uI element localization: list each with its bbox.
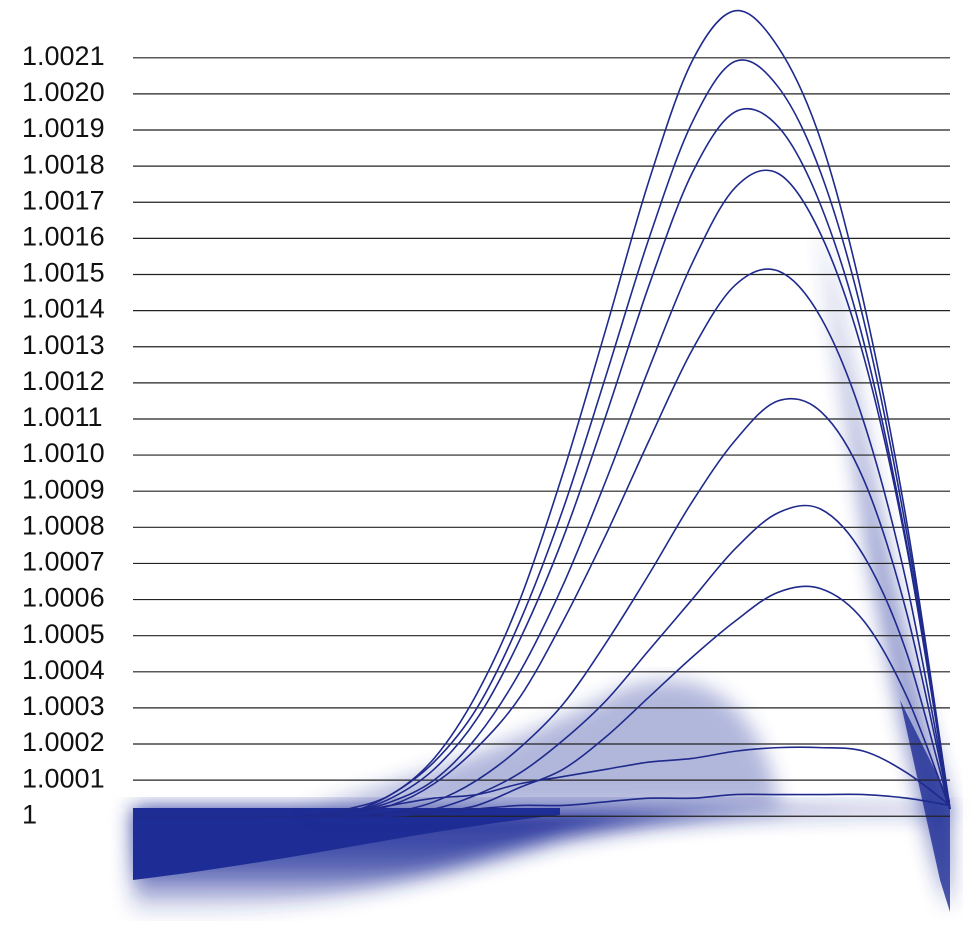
lines: [132, 10, 951, 818]
series-line: [132, 59, 951, 818]
series-line: [132, 793, 951, 818]
y-tick-label: 1.0019: [22, 113, 105, 143]
density-band: [133, 220, 950, 915]
density-tail-core: [900, 700, 950, 912]
y-tick-label: 1.0021: [22, 41, 105, 71]
y-tick-label: 1.0008: [22, 510, 105, 540]
y-tick-label: 1.0020: [22, 77, 105, 107]
y-tick-label: 1.0012: [22, 366, 105, 396]
y-tick-label: 1.0004: [22, 655, 105, 685]
y-tick-label: 1.0005: [22, 619, 105, 649]
y-tick-label: 1.0009: [22, 474, 105, 504]
y-tick-label: 1.0018: [22, 149, 105, 179]
y-tick-label: 1.0006: [22, 583, 105, 613]
y-tick-label: 1.0003: [22, 691, 105, 721]
y-tick-label: 1.0016: [22, 222, 105, 252]
y-tick-label: 1.0015: [22, 258, 105, 288]
y-tick-label: 1.0002: [22, 727, 105, 757]
y-tick-label: 1.0014: [22, 294, 105, 324]
series-line: [132, 10, 951, 818]
y-tick-label: 1.0010: [22, 438, 105, 468]
y-tick-label: 1.0013: [22, 330, 105, 360]
y-tick-label: 1.0017: [22, 185, 105, 215]
y-axis: 1 1.0001 1.0002 1.0003 1.0004 1.0005 1.0006 1.0…: [22, 41, 105, 829]
series-line: [132, 107, 951, 818]
y-tick-label: 1.0001: [22, 763, 105, 793]
density-band-core: [133, 808, 560, 880]
grid: [133, 57, 950, 817]
y-tick-label: 1: [22, 799, 37, 829]
y-tick-label: 1.0007: [22, 547, 105, 577]
density-haze: [300, 680, 780, 810]
y-tick-label: 1.0011: [22, 402, 103, 432]
